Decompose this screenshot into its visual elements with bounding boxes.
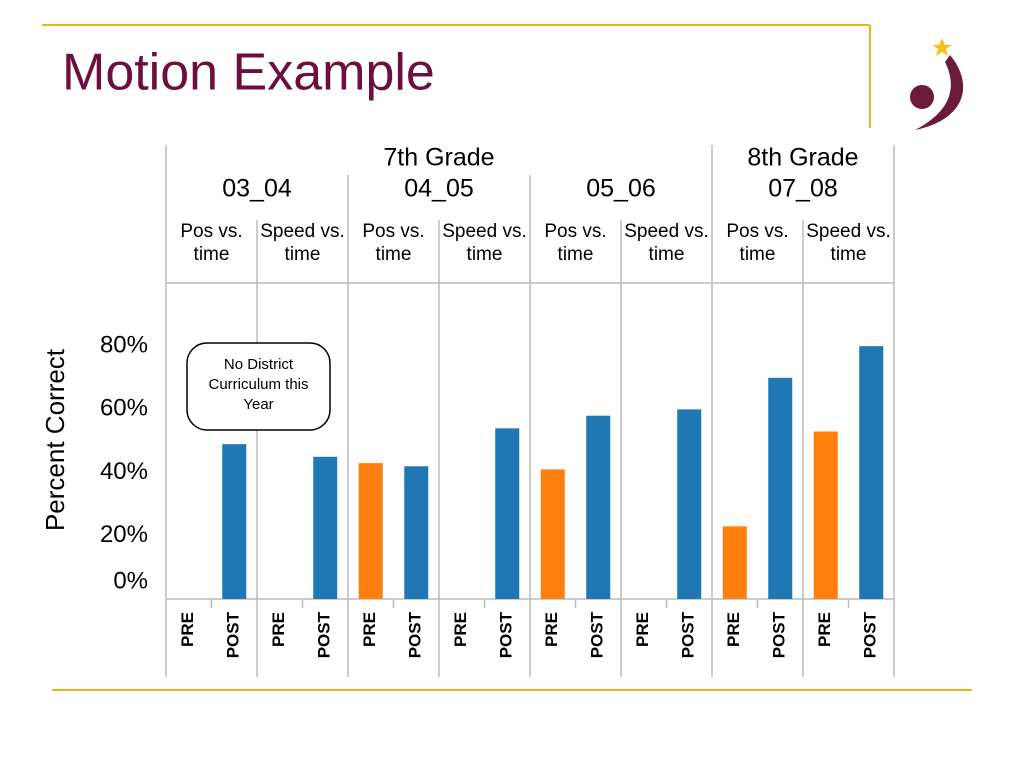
logo bbox=[910, 38, 964, 130]
x-slot-label: PRE bbox=[815, 612, 834, 647]
x-slot-label: PRE bbox=[269, 612, 288, 647]
bar bbox=[358, 463, 383, 599]
y-tick-label: 80% bbox=[100, 332, 148, 359]
bar bbox=[677, 409, 702, 599]
x-slot-label: PRE bbox=[178, 612, 197, 647]
measure-label-box: Speed vs. time bbox=[442, 221, 527, 265]
measure-label: Speed vs. time bbox=[624, 221, 709, 265]
grade-label: 8th Grade bbox=[747, 144, 858, 172]
measure-label-box: Pos vs. time bbox=[544, 221, 607, 265]
measure-label-box: Pos vs. time bbox=[180, 221, 243, 265]
year-label: 05_06 bbox=[586, 175, 656, 203]
x-slot-label: PRE bbox=[724, 612, 743, 647]
measure-label-box: Speed vs. time bbox=[806, 221, 891, 265]
bar bbox=[813, 431, 838, 599]
grade-label: 7th Grade bbox=[383, 144, 494, 172]
x-slot-label: POST bbox=[497, 611, 516, 658]
annotation-box bbox=[186, 342, 331, 431]
y-tick-label: 20% bbox=[100, 521, 148, 548]
bar bbox=[722, 526, 747, 599]
y-axis-label: Percent Correct bbox=[40, 348, 70, 531]
measure-label: Pos vs. time bbox=[726, 221, 789, 265]
x-slot-label: POST bbox=[406, 611, 425, 658]
measure-label: Speed vs. time bbox=[806, 221, 891, 265]
measure-label: Pos vs. time bbox=[544, 221, 607, 265]
bar bbox=[540, 469, 565, 599]
x-slot-label: PRE bbox=[360, 612, 379, 647]
measure-label: Speed vs. time bbox=[260, 221, 345, 265]
bar bbox=[404, 466, 429, 599]
y-tick-label: 0% bbox=[113, 567, 148, 594]
x-slot-label: PRE bbox=[451, 612, 470, 647]
year-label: 04_05 bbox=[404, 175, 474, 203]
measure-label-box: Speed vs. time bbox=[624, 221, 709, 265]
bar bbox=[313, 456, 338, 599]
bar bbox=[768, 377, 793, 599]
annotation: No District Curriculum this Year bbox=[208, 356, 309, 413]
y-tick-label: 40% bbox=[100, 458, 148, 485]
measure-label: Speed vs. time bbox=[442, 221, 527, 265]
y-tick-label: 60% bbox=[100, 395, 148, 422]
slide-title: Motion Example bbox=[62, 44, 435, 102]
x-slot-label: PRE bbox=[542, 612, 561, 647]
year-label: 07_08 bbox=[768, 175, 838, 203]
bar bbox=[859, 346, 884, 599]
x-slot-label: POST bbox=[861, 611, 880, 658]
measure-label: Pos vs. time bbox=[180, 221, 243, 265]
measure-label-box: Speed vs. time bbox=[260, 221, 345, 265]
annotation-box: No District Curriculum this Year bbox=[208, 356, 309, 413]
bar bbox=[495, 428, 520, 599]
measure-label-box: Pos vs. time bbox=[726, 221, 789, 265]
x-slot-label: POST bbox=[224, 611, 243, 658]
x-slot-label: POST bbox=[679, 611, 698, 658]
x-slot-label: POST bbox=[588, 611, 607, 658]
bar bbox=[222, 444, 247, 599]
x-slot-label: POST bbox=[770, 611, 789, 658]
measure-label-box: Pos vs. time bbox=[362, 221, 425, 265]
measure-label: Pos vs. time bbox=[362, 221, 425, 265]
x-slot-label: PRE bbox=[633, 612, 652, 647]
year-label: 03_04 bbox=[222, 175, 292, 203]
bar bbox=[586, 415, 611, 599]
x-slot-label: POST bbox=[315, 611, 334, 658]
